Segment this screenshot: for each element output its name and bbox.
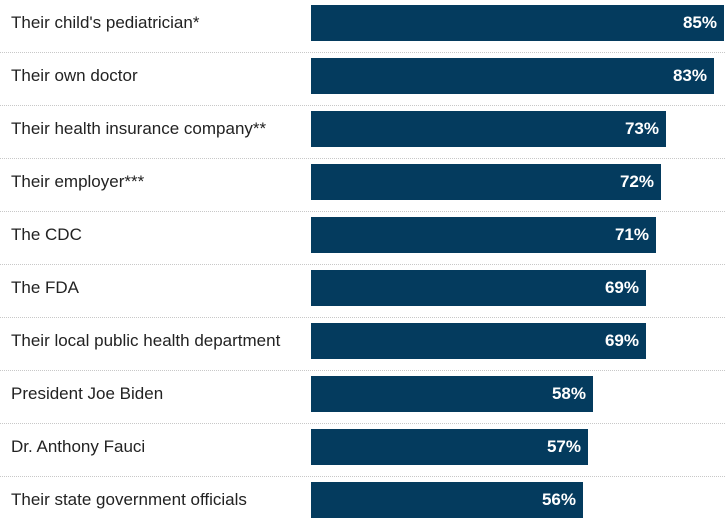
bar-row: Their state government officials 56%: [0, 477, 725, 530]
bar-row: Their employer*** 72%: [0, 159, 725, 212]
row-divider: [0, 264, 725, 265]
bar: 58%: [311, 376, 593, 412]
bar-row: President Joe Biden 58%: [0, 371, 725, 424]
bar-value-label: 71%: [614, 225, 649, 244]
category-label: Their health insurance company**: [11, 119, 267, 138]
bar-row: Their health insurance company** 73%: [0, 106, 725, 159]
category-label: Their local public health department: [11, 331, 281, 350]
bar: 85%: [311, 5, 724, 41]
bar-row: The FDA 69%: [0, 265, 725, 318]
bar: 71%: [311, 217, 656, 253]
category-label: Their child's pediatrician*: [11, 13, 200, 32]
bar: 83%: [311, 58, 714, 94]
bar-value-label: 69%: [604, 278, 639, 297]
bar: 72%: [311, 164, 661, 200]
bar: 69%: [311, 323, 646, 359]
bar-value-label: 69%: [604, 331, 639, 350]
category-label: Their own doctor: [11, 66, 138, 85]
bar-value-label: 56%: [541, 490, 576, 509]
horizontal-bar-chart: Their child's pediatrician* 85% Their own …: [0, 0, 725, 518]
row-divider: [0, 317, 725, 318]
bar-row: The CDC 71%: [0, 212, 725, 265]
bar-row: Their local public health department 69%: [0, 318, 725, 371]
row-divider: [0, 52, 725, 53]
row-divider: [0, 423, 725, 424]
bar-value-label: 73%: [624, 119, 659, 138]
category-label: Their state government officials: [11, 490, 247, 509]
row-divider: [0, 476, 725, 477]
category-label: The FDA: [11, 278, 80, 297]
bar-value-label: 58%: [551, 384, 586, 403]
row-divider: [0, 370, 725, 371]
category-label: Dr. Anthony Fauci: [11, 437, 146, 456]
bar: 56%: [311, 482, 583, 518]
bar: 73%: [311, 111, 666, 147]
bar: 57%: [311, 429, 588, 465]
bar-value-label: 57%: [546, 437, 581, 456]
bar: 69%: [311, 270, 646, 306]
category-label: President Joe Biden: [11, 384, 164, 403]
category-label: The CDC: [11, 225, 82, 244]
bar-row: Their child's pediatrician* 85%: [0, 0, 725, 53]
row-divider: [0, 158, 725, 159]
row-divider: [0, 105, 725, 106]
bar-row: Dr. Anthony Fauci 57%: [0, 424, 725, 477]
category-label: Their employer***: [11, 172, 145, 191]
bar-value-label: 72%: [619, 172, 654, 191]
bar-value-label: 83%: [672, 66, 707, 85]
bar-row: Their own doctor 83%: [0, 53, 725, 106]
bar-value-label: 85%: [682, 13, 717, 32]
row-divider: [0, 211, 725, 212]
